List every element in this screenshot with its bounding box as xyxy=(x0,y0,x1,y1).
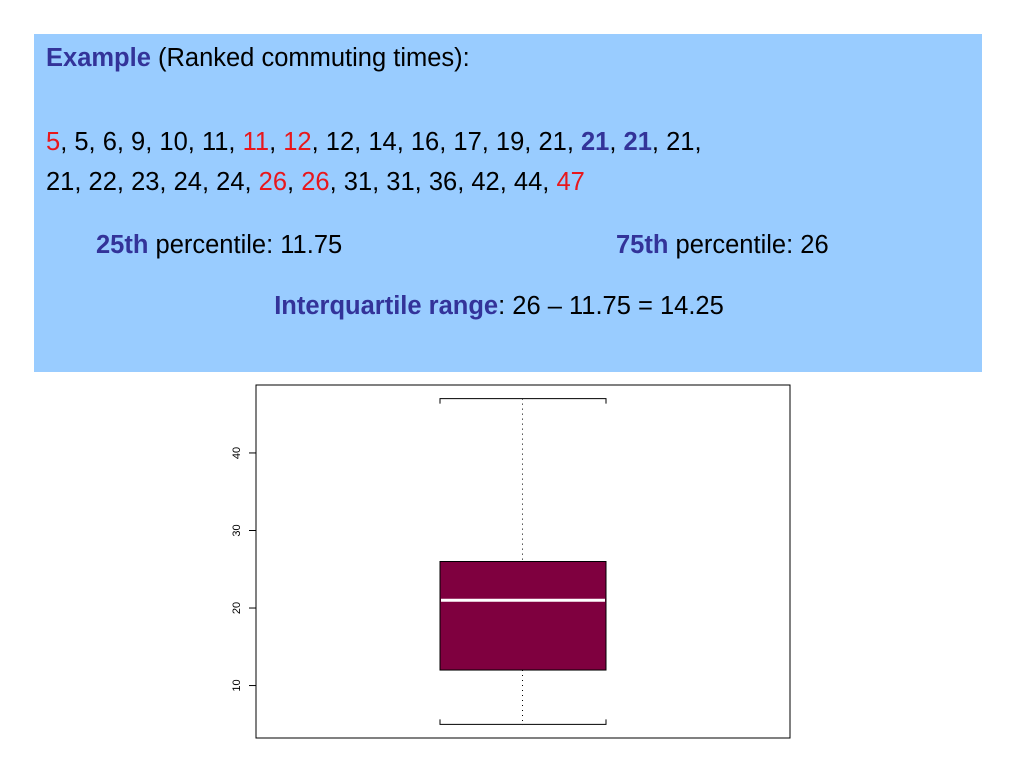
y-tick-label: 20 xyxy=(231,602,243,614)
value-list-text: , 12, 14, 16, 17, 19, 21, xyxy=(311,128,581,156)
value-list-text: 21, 22, 23, 24, 24, xyxy=(46,168,259,196)
min-cap xyxy=(439,719,607,725)
y-tick-label: 10 xyxy=(231,679,243,691)
example-label: Example xyxy=(46,44,151,72)
y-tick-label: 30 xyxy=(231,524,243,536)
value-list-text: , 21, xyxy=(651,128,702,156)
y-tick-label: 40 xyxy=(231,447,243,459)
data-line-1: 5, 5, 6, 9, 10, 11, 11, 12, 12, 14, 16, … xyxy=(46,128,702,157)
highlighted-value: 11 xyxy=(242,128,270,156)
highlighted-value: 21 xyxy=(581,128,610,156)
percentile-75-label: 75th xyxy=(616,231,669,259)
iqr-formula: : 26 – 11.75 = 14.25 xyxy=(498,292,724,320)
value-list-text: , xyxy=(609,128,624,156)
percentile-75: 75th percentile: 26 xyxy=(616,231,829,260)
value-list-text: , xyxy=(269,128,284,156)
max-cap xyxy=(439,398,607,404)
iqr-label: Interquartile range xyxy=(274,292,499,320)
boxplot-chart: 10 20 30 40 xyxy=(231,384,791,739)
highlighted-value: 26 xyxy=(258,168,288,196)
highlighted-value: 21 xyxy=(623,128,652,156)
example-title: Example (Ranked commuting times): xyxy=(46,44,470,73)
highlighted-value: 5 xyxy=(46,128,61,156)
highlighted-value: 47 xyxy=(556,168,585,196)
percentile-25-label: 25th xyxy=(96,231,149,259)
value-list-text: , 5, 6, 9, 10, 11, xyxy=(60,128,243,156)
iqr-box xyxy=(439,561,607,671)
example-subtitle: (Ranked commuting times): xyxy=(150,44,470,72)
interquartile-range: Interquartile range: 26 – 11.75 = 14.25 xyxy=(34,292,964,321)
percentile-25-value: percentile: 11.75 xyxy=(148,231,343,259)
example-panel: Example (Ranked commuting times): 5, 5, … xyxy=(34,34,982,372)
percentile-25: 25th percentile: 11.75 xyxy=(96,231,342,260)
highlighted-value: 26 xyxy=(301,168,330,196)
plot-frame xyxy=(255,384,791,739)
value-list-text: , 31, 31, 36, 42, 44, xyxy=(329,168,557,196)
value-list-text: , xyxy=(287,168,302,196)
data-line-2: 21, 22, 23, 24, 24, 26, 26, 31, 31, 36, … xyxy=(46,168,585,197)
highlighted-value: 12 xyxy=(283,128,312,156)
percentile-75-value: percentile: 26 xyxy=(668,231,829,259)
